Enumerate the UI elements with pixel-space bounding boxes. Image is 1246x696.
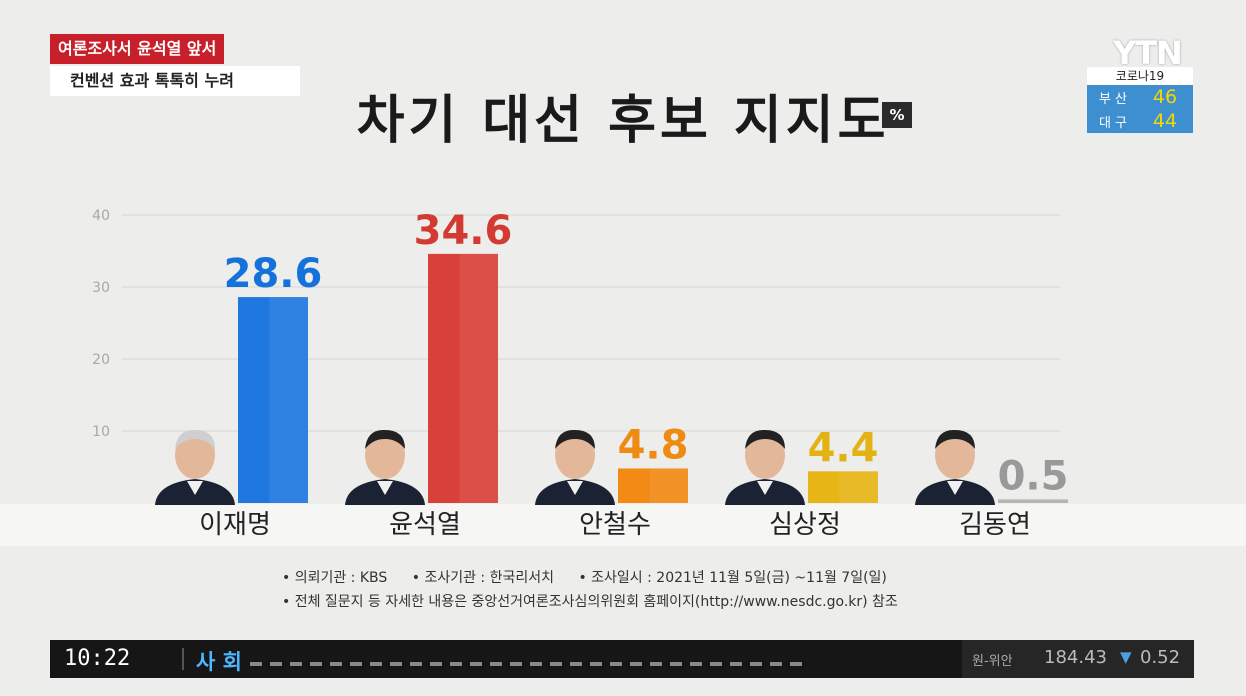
bar: [998, 499, 1068, 503]
headline: 여론조사서 윤석열 앞서 컨벤션 효과 톡톡히 누려: [50, 34, 300, 96]
candidate-photo: [717, 425, 813, 505]
candidate-name: 윤석열: [389, 510, 461, 540]
bar-value-label: 28.6: [224, 251, 323, 297]
candidate-photo: [147, 425, 243, 505]
covid-row-daegu: 대 구 44: [1087, 109, 1193, 133]
bar-chart: 40 30 20 10 28.6 34.6 4.8 4.4 0.5: [92, 208, 1069, 503]
fx-label: 원-위안: [972, 654, 1013, 669]
headline-sub: 컨벤션 효과 톡톡히 누려: [50, 66, 300, 96]
covid-region-name: 대 구: [1098, 115, 1128, 131]
fx-down-icon: ▼: [1120, 648, 1132, 666]
ticker-scroll-text: [250, 662, 810, 666]
covid-region-count: 44: [1152, 110, 1178, 132]
bar-value-label: 34.6: [414, 208, 513, 254]
y-tick-label: 10: [92, 424, 110, 440]
fx-rate-panel: 원-위안 184.43 ▼ 0.52: [962, 640, 1194, 678]
unit-badge: %: [882, 102, 912, 128]
fx-change: 0.52: [1140, 647, 1181, 668]
candidate-name: 안철수: [579, 510, 651, 540]
note-sponsor: • 의뢰기관 : KBS: [282, 570, 388, 586]
candidate-name: 이재명: [199, 510, 271, 540]
ticker-divider: [182, 648, 184, 670]
ticker-section: 사 회: [196, 650, 242, 674]
bar: [238, 297, 308, 503]
candidate-photo: [337, 425, 433, 505]
candidate-name-band: [0, 504, 1246, 546]
chart-title: 차기 대선 후보 지지도: [356, 91, 890, 151]
y-tick-label: 30: [92, 280, 110, 296]
bar: [808, 471, 878, 503]
note-period: • 조사일시 : 2021년 11월 5일(금) ~11월 7일(일): [578, 570, 887, 586]
bar-value-label: 4.8: [618, 422, 689, 468]
poll-notes: • 의뢰기관 : KBS • 조사기관 : 한국리서치 • 조사일시 : 202…: [282, 566, 907, 614]
bar-value-label: 4.4: [808, 425, 879, 471]
bar: [428, 253, 498, 503]
covid-row-busan: 부 산 46: [1087, 85, 1193, 109]
covid-region-name: 부 산: [1098, 91, 1128, 107]
y-tick-label: 40: [92, 208, 110, 224]
ticker-clock: 10:22: [64, 646, 131, 671]
fx-value: 184.43: [1044, 647, 1107, 668]
y-tick-label: 20: [92, 352, 110, 368]
candidate-name: 심상정: [769, 510, 841, 540]
note-pollster: • 조사기관 : 한국리서치: [411, 570, 554, 586]
bar-sheen: [269, 297, 308, 503]
bar-sheen: [839, 471, 878, 503]
ytn-logo: YTN: [1113, 34, 1183, 72]
covid-label: 코로나19: [1087, 67, 1193, 85]
candidate-photo: [527, 425, 623, 505]
candidate-name: 김동연: [959, 510, 1031, 540]
covid-region-count: 46: [1152, 86, 1178, 108]
bar-value-label: 0.5: [998, 453, 1069, 499]
bar-sheen: [459, 253, 498, 503]
bar: [618, 468, 688, 503]
headline-main: 여론조사서 윤석열 앞서: [50, 34, 225, 64]
covid-panel: 코로나19 부 산 46 대 구 44: [1087, 67, 1193, 133]
candidate-photo: [907, 425, 1003, 505]
bar-sheen: [649, 468, 688, 503]
note-detail: • 전체 질문지 등 자세한 내용은 중앙선거여론조사심의위원회 홈페이지(ht…: [282, 594, 898, 610]
news-ticker: 10:22 사 회 원-위안 184.43 ▼ 0.52: [50, 640, 1194, 678]
